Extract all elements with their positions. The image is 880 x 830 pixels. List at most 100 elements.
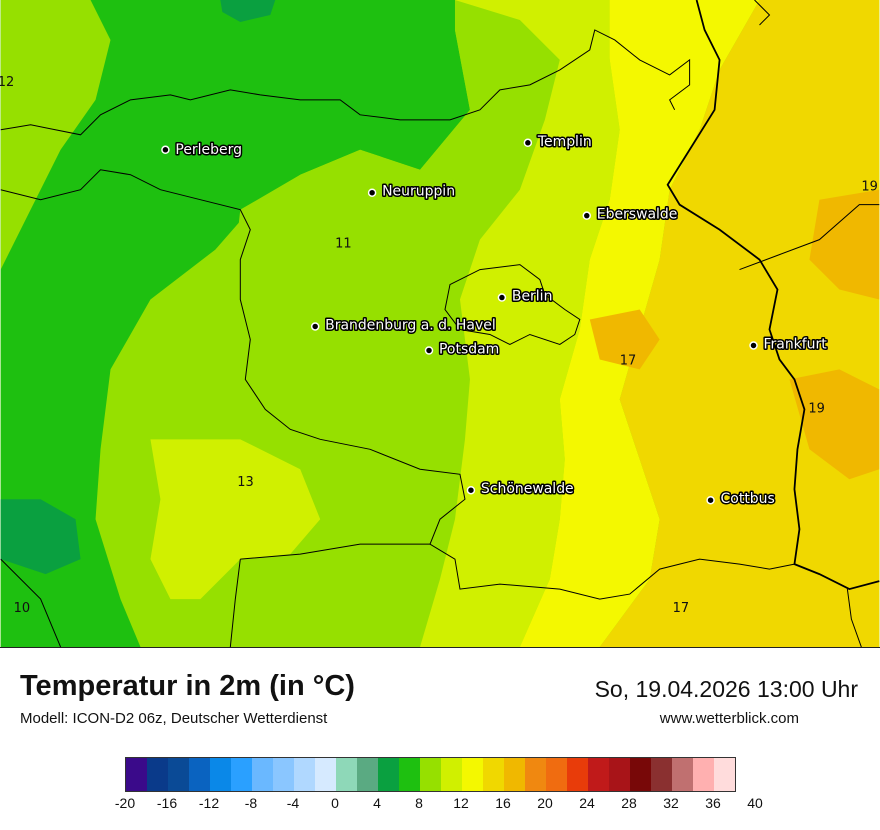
- legend-tick-label: 0: [331, 795, 339, 811]
- berlin-border: [444, 264, 581, 346]
- legend-swatch: [168, 758, 189, 791]
- map-subtitle: Modell: ICON-D2 06z, Deutscher Wetterdie…: [20, 710, 328, 727]
- legend-swatch: [441, 758, 462, 791]
- legend-swatch: [420, 758, 441, 791]
- legend-swatch: [462, 758, 483, 791]
- city-marker: [582, 211, 592, 220]
- legend-swatch: [609, 758, 630, 791]
- value-labels: 12 11 19 17 19 13 17 10: [0, 75, 878, 616]
- city-label: Cottbus: [721, 491, 775, 507]
- legend-ticks: -20 -16 -12 -8 -4 0 4 8 12 16 20 24 28 32 36 40: [0, 795, 880, 815]
- map-title: Temperatur in 2m (in °C): [20, 670, 355, 702]
- legend-swatch: [483, 758, 504, 791]
- legend-swatch: [630, 758, 651, 791]
- state-border-brandenburg: [0, 29, 691, 136]
- legend-swatch: [672, 758, 693, 791]
- temp-zone-10-north: [220, 0, 276, 22]
- legend-tick-label: 28: [621, 795, 637, 811]
- legend-tick-label: 12: [453, 795, 469, 811]
- city-marker: [466, 485, 476, 495]
- legend-swatch: [147, 758, 168, 791]
- legend-swatch: [651, 758, 672, 791]
- legend-tick-label: 16: [495, 795, 511, 811]
- legend-tick-label: 40: [747, 795, 763, 811]
- state-border-north: [754, 0, 771, 26]
- legend-tick-label: 24: [579, 795, 595, 811]
- temp-zone-13-sw: [150, 439, 321, 600]
- city-marker: [497, 293, 507, 302]
- legend-swatch: [252, 758, 273, 791]
- city-label: Perleberg: [175, 142, 242, 158]
- legend-swatch: [378, 758, 399, 791]
- state-border-south: [229, 559, 241, 647]
- legend-swatch: [210, 758, 231, 791]
- state-border-sw-corner: [0, 558, 62, 647]
- value-label: 10: [14, 601, 31, 616]
- temp-zone-12-center: [150, 19, 560, 560]
- state-border-east: [739, 204, 880, 271]
- legend-swatch: [693, 758, 714, 791]
- legend-swatch: [588, 758, 609, 791]
- city-marker: [749, 341, 758, 350]
- city-marker: [367, 188, 377, 197]
- legend-swatch: [336, 758, 357, 791]
- temp-zone-10: [0, 499, 81, 575]
- temp-zone-12-nw: [0, 0, 111, 270]
- city-marker: [706, 495, 715, 505]
- value-label: 11: [335, 237, 352, 252]
- city-marker: [310, 322, 320, 331]
- legend-tick-label: -12: [198, 795, 220, 811]
- legend-tick-label: -8: [244, 795, 258, 811]
- legend-swatch: [273, 758, 294, 791]
- state-border-west: [0, 169, 795, 600]
- value-label: 17: [620, 353, 637, 368]
- legend-tick-label: -20: [114, 795, 136, 811]
- temp-zone-18: [599, 0, 880, 647]
- legend-swatch: [714, 758, 735, 791]
- national-border: [666, 0, 880, 591]
- value-label: 13: [237, 475, 254, 490]
- city-label: Eberswalde: [597, 207, 678, 223]
- temp-zone-19-east: [789, 369, 880, 480]
- website-link[interactable]: www.wetterblick.com: [659, 710, 799, 727]
- legend-swatch: [126, 758, 147, 791]
- temperature-map: 12 11 19 17 19 13 17 10 Perleberg Templi…: [0, 0, 880, 648]
- legend-swatch: [399, 758, 420, 791]
- borders: [0, 0, 880, 647]
- legend-swatch: [504, 758, 525, 791]
- state-border-sw: [240, 543, 431, 560]
- city-label: Berlin: [512, 289, 553, 305]
- value-label: 17: [673, 601, 690, 616]
- legend-tick-label: 36: [705, 795, 721, 811]
- legend-tick-label: 20: [537, 795, 553, 811]
- city-markers: Perleberg Templin Neuruppin Eberswalde B…: [161, 132, 829, 509]
- color-legend: [125, 757, 736, 792]
- legend-swatch: [567, 758, 588, 791]
- legend-tick-label: 4: [373, 795, 381, 811]
- temp-zone-11: [0, 0, 470, 647]
- temp-zone-19-ne: [809, 189, 880, 300]
- city-label: Frankfurt: [764, 336, 828, 352]
- temp-zone-14: [420, 0, 620, 647]
- state-border-se: [846, 589, 862, 647]
- city-label: Templin: [537, 134, 592, 150]
- legend-tick-label: 32: [663, 795, 679, 811]
- legend-swatch: [315, 758, 336, 791]
- legend-tick-label: -16: [156, 795, 178, 811]
- legend-swatch: [525, 758, 546, 791]
- value-label: 12: [0, 75, 14, 90]
- city-marker: [424, 346, 434, 355]
- legend-swatch: [231, 758, 252, 791]
- legend-swatch: [546, 758, 567, 791]
- city-label: Brandenburg a. d. Havel: [325, 317, 496, 333]
- legend-swatch: [294, 758, 315, 791]
- value-label: 19: [808, 401, 825, 416]
- legend-swatch: [189, 758, 210, 791]
- legend-swatch: [357, 758, 378, 791]
- city-label: Potsdam: [439, 341, 499, 357]
- city-marker: [523, 138, 533, 148]
- legend-tick-label: 8: [415, 795, 423, 811]
- temp-zone-18-patch: [589, 309, 660, 370]
- city-label: Neuruppin: [382, 184, 455, 200]
- value-label: 19: [861, 180, 878, 195]
